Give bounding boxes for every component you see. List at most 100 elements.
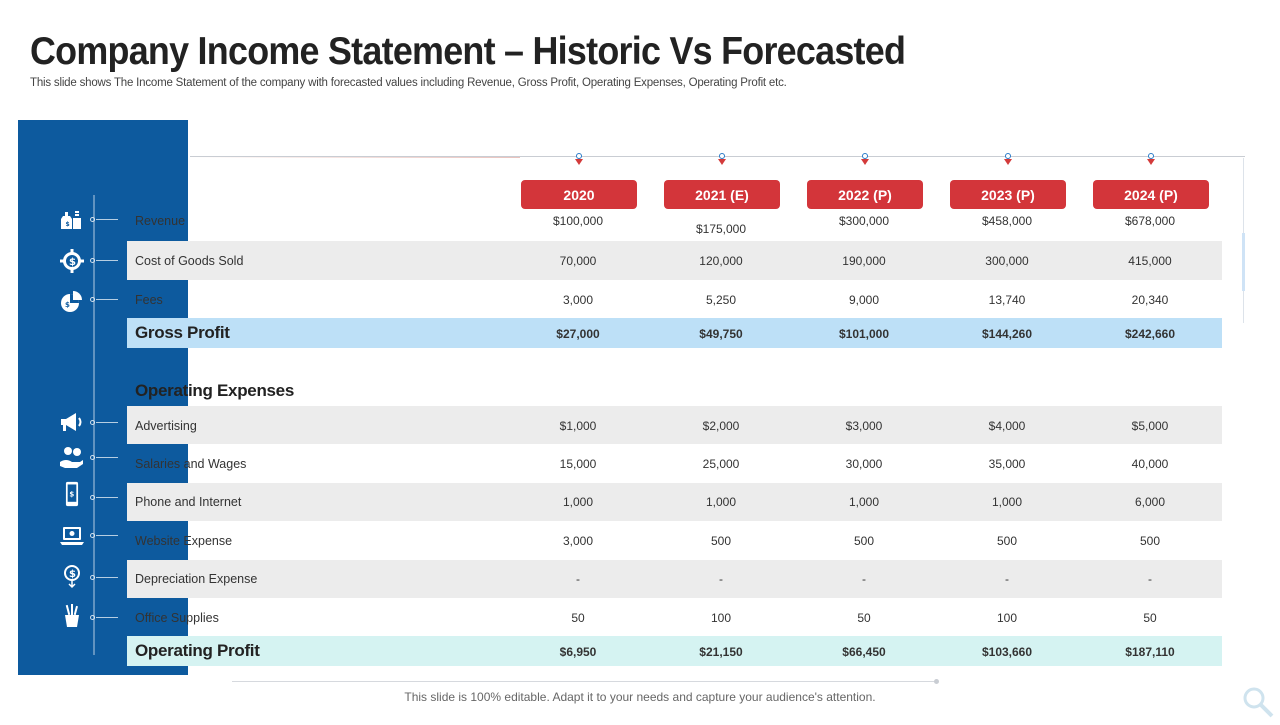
svg-text:$: $ xyxy=(69,491,74,499)
cell-value: 190,000 xyxy=(842,254,886,268)
year-badge: 2020 xyxy=(521,180,637,209)
cell-value: $27,000 xyxy=(556,327,600,341)
pie-chart-icon: $ xyxy=(58,287,86,315)
table-row-operating-profit: Operating Profit $6,950 $21,150 $66,450 … xyxy=(127,636,1222,666)
timeline-pin xyxy=(1004,153,1012,165)
right-border-accent xyxy=(1242,233,1245,291)
cell-value: $49,750 xyxy=(699,327,743,341)
cell-value: $144,260 xyxy=(981,327,1033,341)
row-label: Office Supplies xyxy=(135,611,219,625)
megaphone-icon xyxy=(58,408,86,436)
connector xyxy=(90,495,118,501)
footer-note: This slide is 100% editable. Adapt it to… xyxy=(404,690,876,704)
table-row-depreciation: Depreciation Expense - - - - - xyxy=(127,560,1222,598)
footer-divider-dot xyxy=(934,679,939,684)
cell-value: 35,000 xyxy=(988,457,1026,471)
row-label: Advertising xyxy=(135,419,197,433)
cell-value: 500 xyxy=(1139,534,1161,548)
connector xyxy=(90,533,118,539)
cell-value: 5,250 xyxy=(705,293,737,307)
connector xyxy=(90,297,118,303)
table-row-cogs: Cost of Goods Sold 70,000 120,000 190,00… xyxy=(127,241,1222,280)
cell-value: $66,450 xyxy=(842,645,886,659)
svg-text:$: $ xyxy=(69,257,76,268)
row-label: Gross Profit xyxy=(135,323,230,342)
svg-text:$: $ xyxy=(69,569,76,580)
page-subtitle: This slide shows The Income Statement of… xyxy=(30,77,787,89)
cell-value: 70,000 xyxy=(559,254,597,268)
cell-value: 1,000 xyxy=(705,495,737,509)
row-label: Cost of Goods Sold xyxy=(135,254,244,268)
page-title: Company Income Statement – Historic Vs F… xyxy=(30,30,906,73)
search-icon[interactable] xyxy=(1240,684,1276,720)
row-label: Revenue xyxy=(135,214,186,228)
cell-value: $175,000 xyxy=(695,222,747,236)
money-bags-icon: $ xyxy=(58,206,86,234)
hand-coins-icon xyxy=(58,444,86,472)
timeline-line xyxy=(190,156,1245,157)
cell-value: - xyxy=(862,572,866,586)
cell-value: $4,000 xyxy=(988,419,1026,433)
cell-value: $300,000 xyxy=(838,214,890,228)
cell-value: $103,660 xyxy=(981,645,1033,659)
cell-value: $3,000 xyxy=(845,419,883,433)
footer-divider xyxy=(232,681,938,682)
cell-value: $101,000 xyxy=(838,327,890,341)
cell-value: 25,000 xyxy=(702,457,740,471)
timeline-pin xyxy=(861,153,869,165)
cell-value: $21,150 xyxy=(699,645,743,659)
cell-value: $678,000 xyxy=(1124,214,1176,228)
connector xyxy=(90,217,118,223)
timeline-pin xyxy=(575,153,583,165)
cell-value: 100 xyxy=(996,611,1018,625)
cell-value: $458,000 xyxy=(981,214,1033,228)
connector xyxy=(90,615,118,621)
row-label: Fees xyxy=(135,293,163,307)
table-row-website: Website Expense 3,000 500 500 500 500 xyxy=(127,521,1222,560)
cell-value: $2,000 xyxy=(702,419,740,433)
table-row-fees: Fees 3,000 5,250 9,000 13,740 20,340 xyxy=(127,280,1222,318)
cell-value: $242,660 xyxy=(1124,327,1176,341)
timeline-accent xyxy=(190,156,520,158)
panel-vertical-line xyxy=(93,195,95,655)
row-label: Website Expense xyxy=(135,534,233,548)
table-row-gross-profit: Gross Profit $27,000 $49,750 $101,000 $1… xyxy=(127,318,1222,348)
row-label: Salaries and Wages xyxy=(135,457,247,471)
cell-value: $6,950 xyxy=(559,645,597,659)
cell-value: - xyxy=(576,572,580,586)
cell-value: 1,000 xyxy=(991,495,1023,509)
laptop-icon xyxy=(58,522,86,550)
cell-value: 500 xyxy=(710,534,732,548)
smartphone-icon: $ xyxy=(58,479,86,509)
connector xyxy=(90,420,118,426)
cell-value: - xyxy=(1148,572,1152,586)
cell-value: 15,000 xyxy=(559,457,597,471)
cell-value: 50 xyxy=(857,611,871,625)
cell-value: 6,000 xyxy=(1134,495,1166,509)
cell-value: 50 xyxy=(571,611,585,625)
year-badge: 2022 (P) xyxy=(807,180,923,209)
cell-value: 1,000 xyxy=(848,495,880,509)
row-label: Depreciation Expense xyxy=(135,572,258,586)
timeline-pin xyxy=(1147,153,1155,165)
cell-value: 415,000 xyxy=(1128,254,1172,268)
svg-text:$: $ xyxy=(65,301,70,309)
table-row-advertising: Advertising $1,000 $2,000 $3,000 $4,000 … xyxy=(127,406,1222,444)
year-badge: 2024 (P) xyxy=(1093,180,1209,209)
cell-value: $1,000 xyxy=(559,419,597,433)
cell-value: 50 xyxy=(1143,611,1157,625)
table-row-phone: Phone and Internet 1,000 1,000 1,000 1,0… xyxy=(127,483,1222,521)
cell-value: $187,110 xyxy=(1125,645,1175,659)
section-heading-operating-expenses: Operating Expenses xyxy=(135,381,294,400)
connector xyxy=(90,258,118,264)
dollar-gear-icon: $ xyxy=(58,247,86,275)
cell-value: 9,000 xyxy=(848,293,880,307)
cell-value: 30,000 xyxy=(845,457,883,471)
cell-value: 20,340 xyxy=(1131,293,1169,307)
cell-value: 100 xyxy=(710,611,732,625)
timeline-pin xyxy=(718,153,726,165)
cell-value: $5,000 xyxy=(1131,419,1169,433)
year-badge: 2023 (P) xyxy=(950,180,1066,209)
pen-holder-icon xyxy=(58,602,86,630)
year-badge: 2021 (E) xyxy=(664,180,780,209)
